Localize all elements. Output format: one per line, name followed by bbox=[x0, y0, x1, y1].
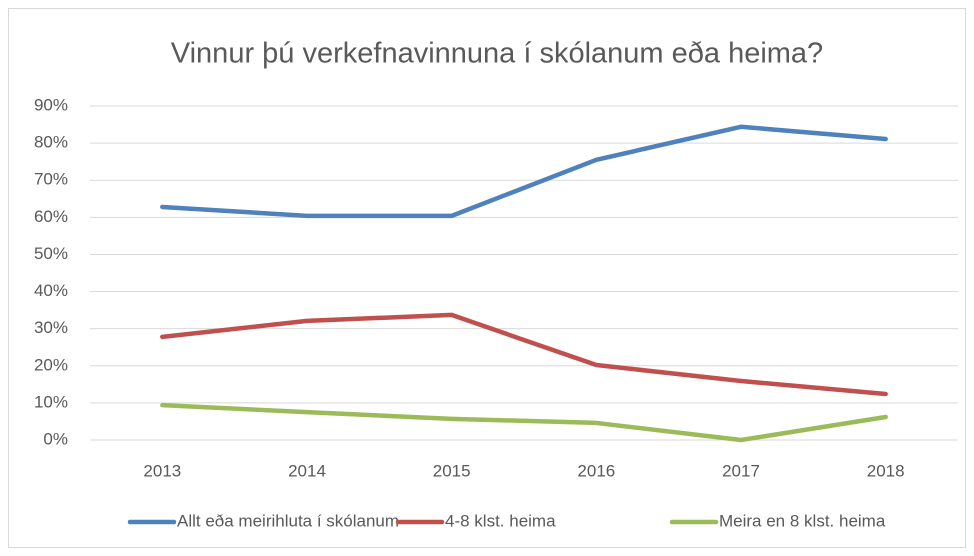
x-tick-label: 2017 bbox=[722, 461, 760, 480]
y-tick-label: 70% bbox=[34, 170, 68, 189]
x-tick-label: 2013 bbox=[143, 461, 181, 480]
y-tick-label: 50% bbox=[34, 244, 68, 263]
y-tick-label: 30% bbox=[34, 318, 68, 337]
chart-title: Vinnur þú verkefnavinnuna í skólanum eða… bbox=[171, 38, 823, 70]
x-tick-label: 2018 bbox=[867, 461, 905, 480]
chart-border bbox=[8, 8, 966, 548]
line-series bbox=[160, 402, 888, 443]
legend-label: 4-8 klst. heima bbox=[445, 511, 556, 530]
y-tick-label: 60% bbox=[34, 207, 68, 226]
y-tick-label: 40% bbox=[34, 281, 68, 300]
y-tick-label: 80% bbox=[34, 133, 68, 152]
x-tick-label: 2014 bbox=[288, 461, 326, 480]
y-tick-label: 20% bbox=[34, 355, 68, 374]
legend-label: Allt eða meirihluta í skólanum bbox=[177, 511, 399, 530]
y-tick-label: 0% bbox=[43, 429, 68, 448]
x-tick-label: 2015 bbox=[433, 461, 471, 480]
x-tick-label: 2016 bbox=[577, 461, 615, 480]
line-series bbox=[160, 124, 888, 219]
y-tick-label: 10% bbox=[34, 392, 68, 411]
y-tick-label: 90% bbox=[34, 95, 68, 114]
legend-label: Meira en 8 klst. heima bbox=[719, 511, 886, 530]
line-series bbox=[160, 312, 888, 397]
